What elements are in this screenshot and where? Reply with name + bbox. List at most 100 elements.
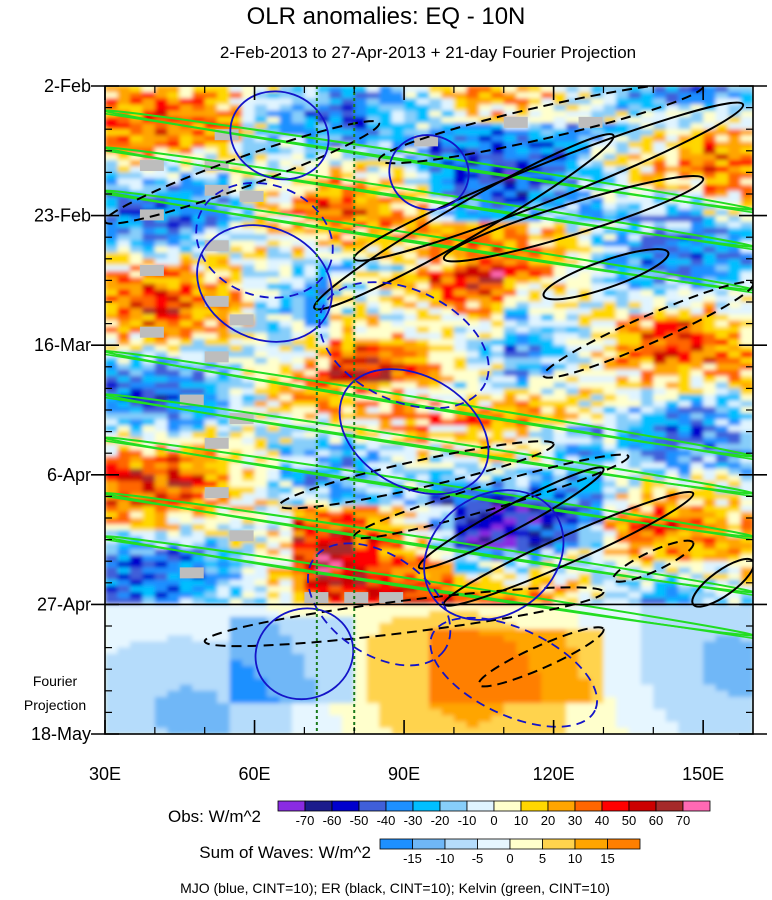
field-cell: [391, 209, 405, 217]
projection-cell: [204, 635, 218, 643]
field-cell: [678, 511, 692, 519]
field-cell: [117, 289, 131, 297]
projection-cell: [329, 610, 343, 618]
field-cell: [578, 190, 592, 198]
field-cell: [117, 542, 131, 550]
field-cell: [640, 511, 654, 519]
field-cell: [316, 505, 330, 513]
field-cell: [553, 363, 567, 371]
field-cell: [453, 153, 467, 161]
field-cell: [204, 197, 218, 204]
field-cell: [404, 320, 418, 328]
field-cell: [640, 567, 654, 575]
field-cell: [516, 388, 530, 396]
field-cell: [678, 215, 692, 223]
field-cell: [404, 431, 418, 439]
field-cell: [653, 462, 667, 470]
field-cell: [154, 227, 168, 235]
field-cell: [304, 332, 318, 340]
field-cell: [142, 221, 156, 229]
field-cell: [229, 437, 243, 445]
field-cell: [478, 480, 492, 488]
field-cell: [329, 382, 343, 389]
field-cell: [728, 289, 742, 297]
field-cell: [615, 555, 629, 562]
field-cell: [366, 339, 380, 346]
field-cell: [491, 332, 505, 340]
field-cell: [192, 197, 206, 204]
field-cell: [553, 289, 567, 297]
field-cell: [117, 511, 131, 519]
field-cell: [528, 129, 542, 136]
field-cell: [391, 505, 405, 513]
field-cell: [217, 388, 231, 396]
field-cell: [553, 530, 567, 538]
field-cell: [217, 394, 231, 402]
field-cell: [217, 234, 231, 241]
field-cell: [453, 295, 467, 303]
field-cell: [478, 271, 492, 278]
field-cell: [291, 431, 305, 439]
field-cell: [441, 462, 455, 470]
field-cell: [678, 314, 692, 322]
field-cell: [117, 394, 131, 402]
field-cell: [429, 493, 443, 501]
field-cell: [117, 487, 131, 494]
field-cell: [541, 542, 555, 550]
field-cell: [466, 573, 480, 581]
field-cell: [429, 221, 443, 229]
field-cell: [192, 598, 206, 605]
field-cell: [665, 555, 679, 562]
projection-cell: [354, 672, 368, 680]
projection-cell: [603, 641, 617, 649]
field-cell: [541, 425, 555, 433]
projection-cell: [503, 629, 517, 636]
field-cell: [453, 555, 467, 562]
projection-cell: [703, 641, 717, 649]
field-cell: [429, 302, 443, 309]
field-cell: [329, 505, 343, 513]
field-cell: [391, 357, 405, 365]
field-cell: [466, 314, 480, 322]
field-cell: [341, 153, 355, 161]
field-cell: [217, 524, 231, 531]
field-cell: [466, 339, 480, 346]
field-cell: [441, 573, 455, 581]
field-cell: [429, 258, 443, 266]
field-cell: [653, 592, 667, 599]
projection-cell: [653, 641, 667, 649]
projection-cell: [304, 635, 318, 643]
field-cell: [578, 413, 592, 420]
projection-cell: [416, 622, 430, 630]
field-cell: [578, 98, 592, 106]
field-cell: [279, 147, 293, 155]
field-cell: [453, 456, 467, 464]
field-cell: [566, 332, 580, 340]
field-cell: [354, 493, 368, 501]
field-cell: [453, 382, 467, 389]
field-cell: [204, 480, 218, 488]
projection-cell: [591, 666, 605, 673]
field-cell: [566, 92, 580, 99]
field-cell: [653, 406, 667, 414]
field-cell: [591, 295, 605, 303]
field-cell: [304, 456, 318, 464]
field-cell: [566, 98, 580, 106]
field-cell: [528, 567, 542, 575]
field-cell: [291, 289, 305, 297]
field-cell: [354, 382, 368, 389]
field-cell: [578, 326, 592, 334]
field-cell: [229, 289, 243, 297]
field-cell: [553, 567, 567, 575]
field-cell: [304, 240, 318, 248]
field-cell: [329, 579, 343, 587]
field-cell: [154, 345, 168, 352]
field-cell: [728, 369, 742, 377]
field-cell: [242, 104, 256, 112]
field-cell: [628, 283, 642, 291]
projection-cell: [678, 622, 692, 630]
projection-cell: [242, 604, 256, 612]
field-cell: [192, 86, 206, 93]
field-cell: [117, 419, 131, 427]
field-cell: [491, 400, 505, 408]
